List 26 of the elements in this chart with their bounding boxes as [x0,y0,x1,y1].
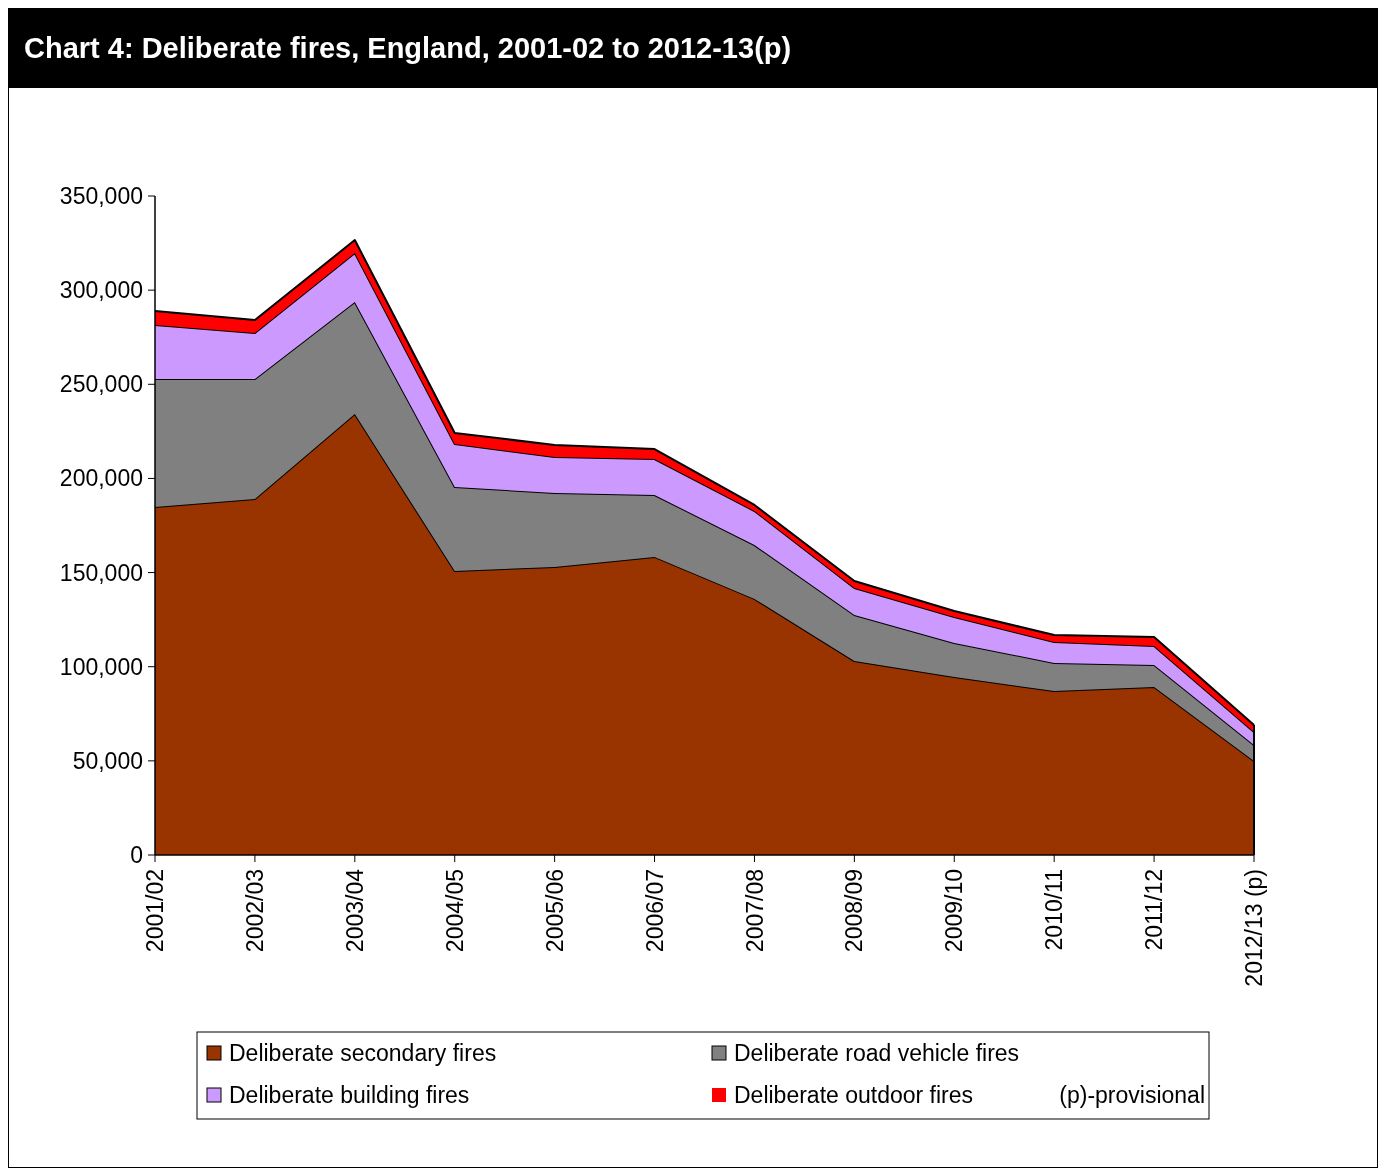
x-tick-label: 2007/08 [741,869,768,953]
x-tick-label: 2005/06 [541,869,568,953]
y-tick-label: 150,000 [59,559,143,586]
x-tick-label: 2002/03 [241,869,268,953]
text: (p)-provisional [1059,1082,1205,1109]
x-tick-label: 2003/04 [341,868,368,953]
y-tick-label: 300,000 [59,277,143,304]
x-tick-label: 2004/05 [441,869,468,953]
y-tick-label: 200,000 [59,465,143,492]
x-tick-label: 2001/02 [142,869,169,953]
x-tick-label: 2010/11 [1041,869,1068,951]
y-tick-label: 350,000 [59,183,143,210]
y-tick-label: 250,000 [59,371,143,398]
legend-label: Deliberate secondary fires [229,1040,497,1067]
legend-label: Deliberate road vehicle fires [734,1040,1020,1067]
x-tick-label: 2009/10 [941,869,968,953]
legend-label: Deliberate outdoor fires [734,1082,974,1109]
chart-title: Chart 4: Deliberate fires, England, 2001-02 to 2012-13(p) [24,32,792,64]
legend-label: Deliberate building fires [229,1082,470,1109]
x-tick-label: 2006/07 [641,869,668,953]
y-tick-label: 100,000 [59,653,143,680]
x-tick-label: 2012/13 (p) [1241,869,1268,987]
x-tick-label: 2008/09 [841,869,868,953]
x-tick-label: 2011/12 [1141,869,1168,951]
y-tick-label: 50,000 [72,747,143,774]
y-tick-label: 0 [130,842,143,869]
